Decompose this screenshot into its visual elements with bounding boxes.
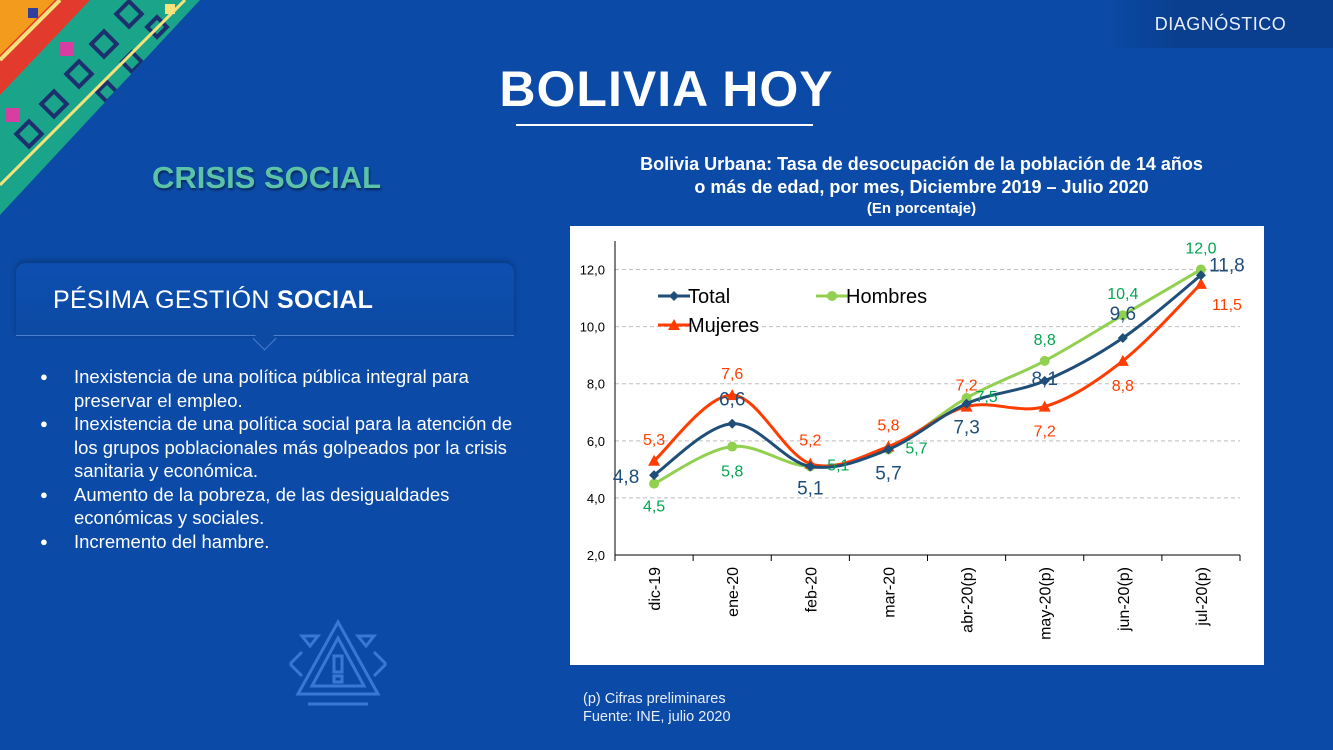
y-tick-label: 8,0	[587, 377, 605, 392]
x-tick-label: dic-19	[647, 567, 664, 611]
title-underline	[516, 124, 813, 126]
legend-label-hombres: Hombres	[846, 286, 927, 308]
data-point-total	[883, 444, 894, 455]
data-point-total	[1117, 333, 1128, 344]
x-tick-label: jul-20(p)	[1194, 567, 1211, 627]
x-tick-label: mar-20	[881, 567, 898, 618]
data-label-total: 4,8	[613, 467, 639, 488]
data-label-total: 7,3	[953, 418, 979, 439]
x-tick-label: feb-20	[803, 567, 820, 612]
data-label-mujeres: 7,2	[1034, 424, 1056, 441]
y-tick-label: 6,0	[587, 434, 605, 449]
chart-subtitle: (En porcentaje)	[866, 200, 977, 217]
data-point-mujeres	[648, 454, 661, 466]
header-tag: DIAGNÓSTICO	[1108, 0, 1333, 48]
legend-label-total: Total	[688, 286, 730, 308]
panel-heading-normal: PÉSIMA GESTIÓN	[53, 286, 277, 314]
data-label-total: 6,6	[719, 390, 745, 411]
corner-pattern-icon	[0, 0, 200, 215]
data-label-mujeres: 8,8	[1112, 378, 1134, 395]
panel-heading: PÉSIMA GESTIÓN SOCIAL	[53, 286, 373, 315]
data-label-total: 5,1	[797, 479, 823, 500]
data-point-total	[727, 418, 738, 429]
chart-area: 2,0 4,0 6,0 8,0 10,0 12,0 dic-19 ene-20 feb-20 ma…	[570, 226, 1264, 665]
x-tick-label: jun-20(p)	[1116, 567, 1133, 632]
data-label-mujeres: 7,2	[955, 378, 977, 395]
panel-heading-bold: SOCIAL	[277, 286, 374, 314]
page-title: BOLIVIA HOY	[499, 61, 834, 117]
legend-label-mujeres: Mujeres	[688, 315, 759, 337]
x-tick-label: ene-20	[725, 567, 742, 617]
x-tick-label: abr-20(p)	[960, 567, 977, 633]
data-label-mujeres: 5,3	[643, 432, 665, 449]
data-label-hombres: 5,7	[905, 440, 927, 457]
data-label-hombres: 5,1	[827, 458, 849, 475]
data-label-hombres: 4,5	[643, 499, 665, 516]
data-point-total	[805, 461, 816, 472]
footnotes: (p) Cifras preliminares Fuente: INE, jul…	[583, 690, 731, 726]
data-point-mujeres	[1194, 277, 1207, 289]
x-tick-label: may-20(p)	[1038, 567, 1055, 640]
y-tick-label: 2,0	[587, 548, 605, 563]
legend-marker-total	[669, 291, 679, 301]
footnote-source: Fuente: INE, julio 2020	[583, 709, 731, 725]
data-label-hombres: 10,4	[1107, 286, 1138, 303]
data-point-total	[961, 398, 972, 409]
section-title: CRISIS SOCIAL	[152, 160, 382, 195]
chart-title-line: Bolivia Urbana: Tasa de desocupación de …	[640, 154, 1203, 174]
chart-title: Bolivia Urbana: Tasa de desocupación de …	[568, 153, 1275, 199]
data-label-total: 11,8	[1209, 255, 1245, 276]
data-point-hombres	[727, 441, 738, 452]
bullet-list: Inexistencia de una política pública int…	[40, 365, 520, 553]
data-label-total: 5,7	[875, 463, 901, 484]
data-label-mujeres: 5,8	[877, 418, 899, 435]
data-point-total	[1039, 375, 1050, 386]
line-chart: 2,0 4,0 6,0 8,0 10,0 12,0 dic-19 ene-20 feb-20 ma…	[580, 241, 1245, 640]
data-point-hombres	[1195, 264, 1206, 275]
legend-marker-mujeres	[668, 319, 680, 330]
data-label-hombres: 12,0	[1185, 241, 1216, 258]
data-label-mujeres: 5,2	[799, 433, 821, 450]
data-point-hombres	[961, 393, 972, 403]
panel-header	[16, 263, 514, 336]
data-point-mujeres	[726, 389, 739, 401]
y-tick-label: 10,0	[580, 320, 605, 335]
y-tick-label: 4,0	[587, 491, 605, 506]
data-point-mujeres	[1116, 354, 1129, 366]
data-point-hombres	[1039, 355, 1050, 366]
data-point-hombres	[1117, 310, 1128, 321]
bullet-item: Aumento de la pobreza, de las desigualda…	[40, 483, 520, 530]
data-point-total	[649, 470, 660, 481]
data-point-total	[1195, 270, 1206, 281]
legend-marker-hombres	[827, 291, 837, 301]
data-point-mujeres	[1038, 400, 1051, 412]
data-label-hombres: 8,8	[1034, 332, 1056, 349]
data-label-hombres: 7,5	[975, 389, 997, 406]
data-label-total: 9,6	[1110, 304, 1136, 325]
data-label-hombres: 5,8	[721, 464, 743, 481]
data-label-total: 8,1	[1031, 369, 1057, 390]
bullet-item: Inexistencia de una política social para…	[40, 412, 520, 483]
footnote-preliminary: (p) Cifras preliminares	[583, 691, 726, 707]
bullet-item: Inexistencia de una política pública int…	[40, 365, 520, 412]
data-point-hombres	[649, 478, 660, 489]
bullet-item: Incremento del hambre.	[40, 530, 520, 554]
data-label-mujeres: 11,5	[1212, 297, 1242, 314]
y-tick-label: 12,0	[580, 263, 605, 278]
emblem-icon	[288, 618, 388, 706]
chart-title-line: o más de edad, por mes, Diciembre 2019 –…	[694, 177, 1149, 197]
data-label-mujeres: 7,6	[721, 366, 743, 383]
